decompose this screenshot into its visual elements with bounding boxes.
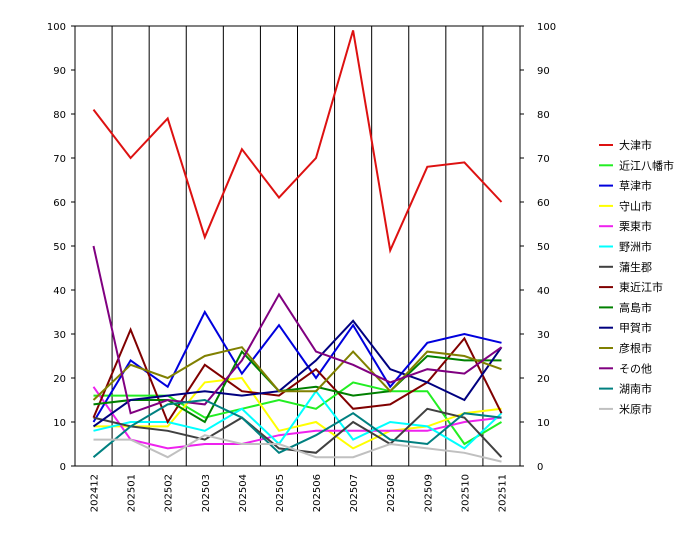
left-y-tick-label: 80: [53, 110, 66, 121]
legend-label: その他: [619, 362, 652, 375]
left-y-tick-label: 50: [53, 242, 66, 253]
legend-label: 米原市: [619, 402, 652, 416]
left-y-tick-label: 0: [60, 462, 66, 473]
legend-label: 蒲生郡: [619, 260, 652, 274]
legend-label: 彦根市: [619, 341, 652, 355]
x-tick-label: 202503: [201, 474, 212, 512]
legend-label: 湖南市: [619, 382, 652, 396]
series-line: [93, 434, 502, 463]
right-y-tick-label: 70: [537, 154, 550, 165]
left-y-tick-label: 100: [47, 22, 66, 33]
x-tick-label: 202502: [164, 474, 175, 512]
left-y-tick-label: 40: [53, 286, 66, 297]
x-tick-label: 202508: [386, 474, 397, 512]
x-tick-label: 202510: [460, 474, 471, 512]
x-tick-label: 202509: [423, 474, 434, 512]
x-axis: 202412 202501 202502 202503 202504 202505 2025…: [90, 474, 509, 512]
legend-label: 近江八幡市: [619, 158, 674, 172]
legend-label: 草津市: [619, 179, 652, 193]
legend-label: 高島市: [619, 300, 652, 314]
legend-label: 大津市: [619, 138, 652, 152]
x-tick-label: 202412: [90, 474, 101, 512]
series-line: [93, 376, 502, 450]
right-y-tick-label: 30: [537, 330, 550, 341]
series-line: [92, 245, 503, 415]
left-y-tick-label: 60: [53, 198, 66, 209]
series-line: [92, 319, 503, 428]
series-line: [92, 326, 503, 425]
x-tick-label: 202505: [275, 474, 286, 512]
right-y-axis: 0 10 20 30 40 50 60 70 80 90 100: [520, 22, 556, 473]
series-lines: [92, 30, 503, 463]
legend-label: 栗東市: [619, 219, 652, 233]
x-tick-label: 202507: [349, 474, 360, 512]
right-y-tick-label: 100: [537, 22, 556, 33]
right-y-tick-label: 20: [537, 374, 550, 385]
legend-label: 野洲市: [619, 240, 652, 254]
right-y-tick-label: 0: [537, 462, 543, 473]
right-y-tick-label: 10: [537, 418, 550, 429]
series-line: [93, 389, 503, 450]
right-y-tick-label: 80: [537, 110, 550, 121]
right-y-tick-label: 60: [537, 198, 550, 209]
plot-area: [74, 25, 521, 467]
series-line: [92, 309, 502, 423]
left-y-tick-label: 10: [53, 418, 66, 429]
right-y-tick-label: 40: [537, 286, 550, 297]
series-line: [92, 346, 502, 401]
legend-label: 守山市: [619, 199, 652, 213]
left-y-tick-label: 20: [53, 374, 66, 385]
x-tick-label: 202506: [312, 474, 323, 512]
legend-label: 甲賀市: [619, 321, 652, 335]
left-y-tick-label: 30: [53, 330, 66, 341]
legend-label: 東近江市: [619, 280, 663, 294]
left-y-axis: 0 10 20 30 40 50 60 70 80 90 100: [47, 22, 75, 473]
legend: 大津市近江八幡市草津市守山市栗東市野洲市蒲生郡東近江市高島市甲賀市彦根市その他湖…: [599, 138, 674, 416]
left-y-tick-label: 70: [53, 154, 66, 165]
right-y-tick-label: 50: [537, 242, 550, 253]
series-line: [92, 30, 503, 254]
left-y-tick-label: 90: [53, 66, 66, 77]
right-y-tick-label: 90: [537, 66, 550, 77]
x-tick-label: 202501: [127, 474, 138, 512]
x-tick-label: 202504: [238, 474, 249, 512]
x-tick-label: 202511: [497, 474, 508, 512]
series-line: [92, 398, 502, 458]
series-line: [93, 349, 502, 424]
